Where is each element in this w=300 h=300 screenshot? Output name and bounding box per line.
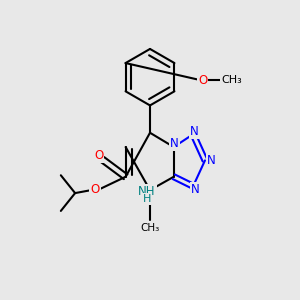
Text: CH₃: CH₃ (221, 75, 242, 85)
Text: O: O (198, 74, 208, 87)
Text: NH: NH (138, 185, 156, 198)
Text: O: O (90, 183, 100, 196)
Text: CH₃: CH₃ (140, 223, 160, 233)
Text: O: O (94, 149, 104, 162)
Text: N: N (191, 183, 200, 196)
Text: H: H (143, 194, 151, 204)
Text: N: N (207, 154, 215, 167)
Text: N: N (170, 137, 179, 150)
Text: N: N (190, 125, 199, 138)
